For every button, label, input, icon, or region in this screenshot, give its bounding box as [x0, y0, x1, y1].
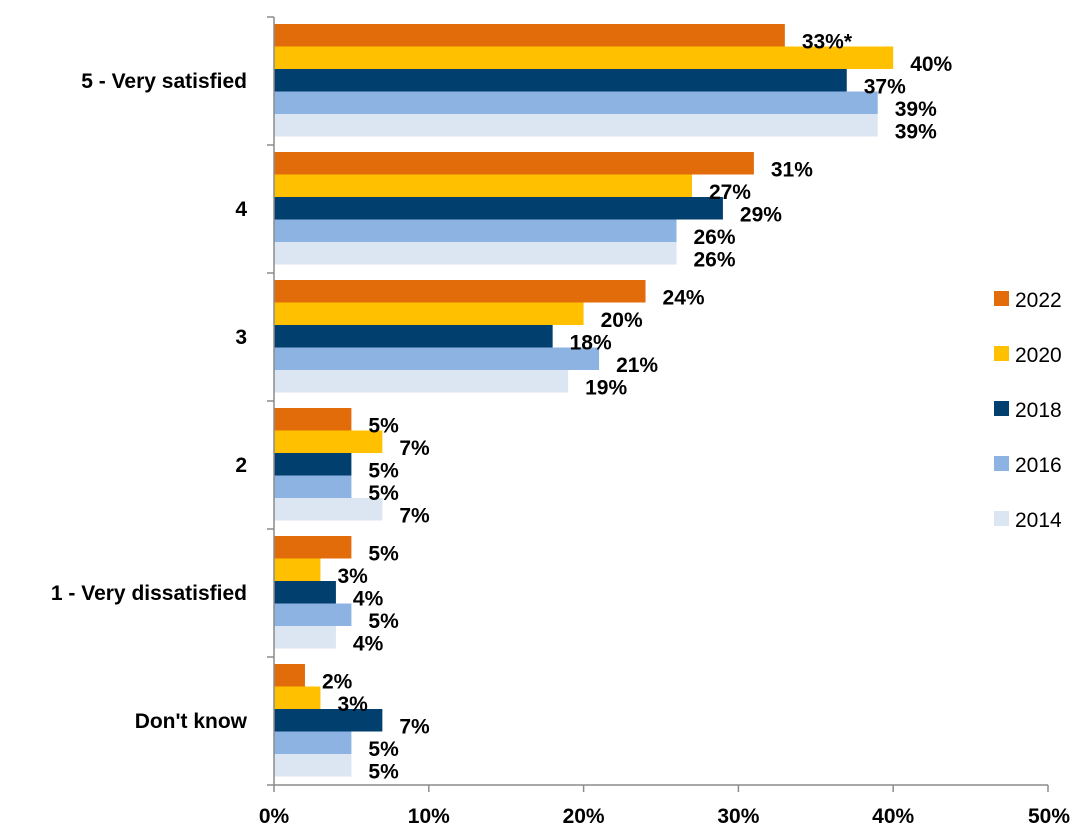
- legend-swatch-2022: [994, 291, 1009, 306]
- data-label: 26%: [693, 226, 735, 249]
- bar-2016-0: [274, 91, 878, 114]
- data-label: 26%: [693, 248, 735, 271]
- x-tick-label: 20%: [563, 805, 605, 828]
- legend-swatch-2016: [994, 456, 1009, 471]
- data-label: 7%: [399, 715, 430, 738]
- bar-2016-5: [274, 731, 352, 754]
- bar-2014-4: [274, 626, 336, 649]
- axes-group: [267, 16, 1049, 792]
- legend-label: 2016: [1015, 454, 1062, 477]
- legend-swatch-2018: [994, 401, 1009, 416]
- data-label: 18%: [570, 331, 612, 354]
- data-label: 19%: [585, 376, 627, 399]
- data-label: 39%: [895, 98, 937, 121]
- data-label: 21%: [616, 354, 658, 377]
- bar-2016-1: [274, 219, 677, 242]
- legend-swatch-2014: [994, 511, 1009, 526]
- x-tick-label: 10%: [408, 805, 450, 828]
- bar-2022-4: [274, 536, 352, 559]
- bar-2018-4: [274, 581, 336, 604]
- data-labels-group: 33%*40%37%39%39%31%27%29%26%26%24%20%18%…: [322, 30, 953, 783]
- bars-group: [274, 24, 894, 777]
- legend-label: 2020: [1015, 344, 1062, 367]
- category-label: 2: [235, 454, 247, 477]
- data-label: 5%: [368, 542, 399, 565]
- category-label: 3: [235, 326, 247, 349]
- data-label: 27%: [709, 181, 751, 204]
- data-label: 5%: [368, 482, 399, 505]
- category-label: 4: [235, 198, 247, 221]
- bar-2020-4: [274, 558, 321, 581]
- category-label: Don't know: [135, 710, 248, 733]
- bar-2022-1: [274, 152, 754, 175]
- data-label: 4%: [353, 632, 384, 655]
- data-label: 37%: [864, 75, 906, 98]
- data-label: 5%: [368, 414, 399, 437]
- bar-2018-0: [274, 69, 847, 92]
- category-label: 5 - Very satisfied: [81, 70, 247, 93]
- x-tick-label: 30%: [717, 805, 759, 828]
- bar-2022-5: [274, 664, 305, 687]
- bar-2016-3: [274, 475, 352, 498]
- bar-2022-3: [274, 408, 352, 431]
- bar-2022-0: [274, 24, 785, 47]
- data-label: 5%: [368, 738, 399, 761]
- data-label: 3%: [337, 693, 368, 716]
- data-label: 5%: [368, 459, 399, 482]
- bar-2020-0: [274, 46, 894, 69]
- legend-label: 2014: [1015, 509, 1062, 532]
- data-label: 33%*: [802, 30, 853, 53]
- bar-2016-4: [274, 603, 352, 626]
- data-label: 40%: [910, 53, 952, 76]
- bar-2022-2: [274, 280, 646, 303]
- bar-2016-2: [274, 347, 600, 370]
- bar-2018-3: [274, 453, 352, 476]
- bar-2014-2: [274, 370, 569, 393]
- bar-2020-1: [274, 174, 692, 197]
- bar-2018-5: [274, 709, 383, 732]
- bar-2018-2: [274, 325, 553, 348]
- bar-2014-1: [274, 242, 677, 265]
- bar-2014-3: [274, 498, 383, 521]
- legend-swatch-2020: [994, 346, 1009, 361]
- x-tick-label: 0%: [259, 805, 290, 828]
- data-label: 39%: [895, 120, 937, 143]
- data-label: 7%: [399, 504, 430, 527]
- bar-2020-3: [274, 430, 383, 453]
- x-tick-label: 40%: [872, 805, 914, 828]
- bar-2020-2: [274, 302, 584, 325]
- legend-label: 2018: [1015, 399, 1062, 422]
- category-label: 1 - Very dissatisfied: [51, 582, 247, 605]
- data-label: 4%: [353, 587, 384, 610]
- data-label: 7%: [399, 437, 430, 460]
- data-label: 2%: [322, 670, 353, 693]
- bar-2014-5: [274, 754, 352, 777]
- data-label: 5%: [368, 760, 399, 783]
- x-tick-labels-group: 0% 10% 20% 30% 40% 50%: [259, 805, 1071, 828]
- bar-2014-0: [274, 114, 878, 137]
- data-label: 29%: [740, 203, 782, 226]
- legend-label: 2022: [1015, 289, 1062, 312]
- data-label: 24%: [663, 286, 705, 309]
- data-label: 3%: [337, 565, 368, 588]
- data-label: 5%: [368, 610, 399, 633]
- data-label: 31%: [771, 158, 813, 181]
- x-tick-label: 50%: [1028, 805, 1070, 828]
- data-label: 20%: [601, 309, 643, 332]
- legend: 2022 2020 2018 2016 2014: [994, 289, 1062, 532]
- bar-2020-5: [274, 686, 321, 709]
- bar-2018-1: [274, 197, 723, 220]
- category-labels-group: 5 - Very satisfied 4 3 2 1 - Very dissatisfi…: [51, 70, 248, 733]
